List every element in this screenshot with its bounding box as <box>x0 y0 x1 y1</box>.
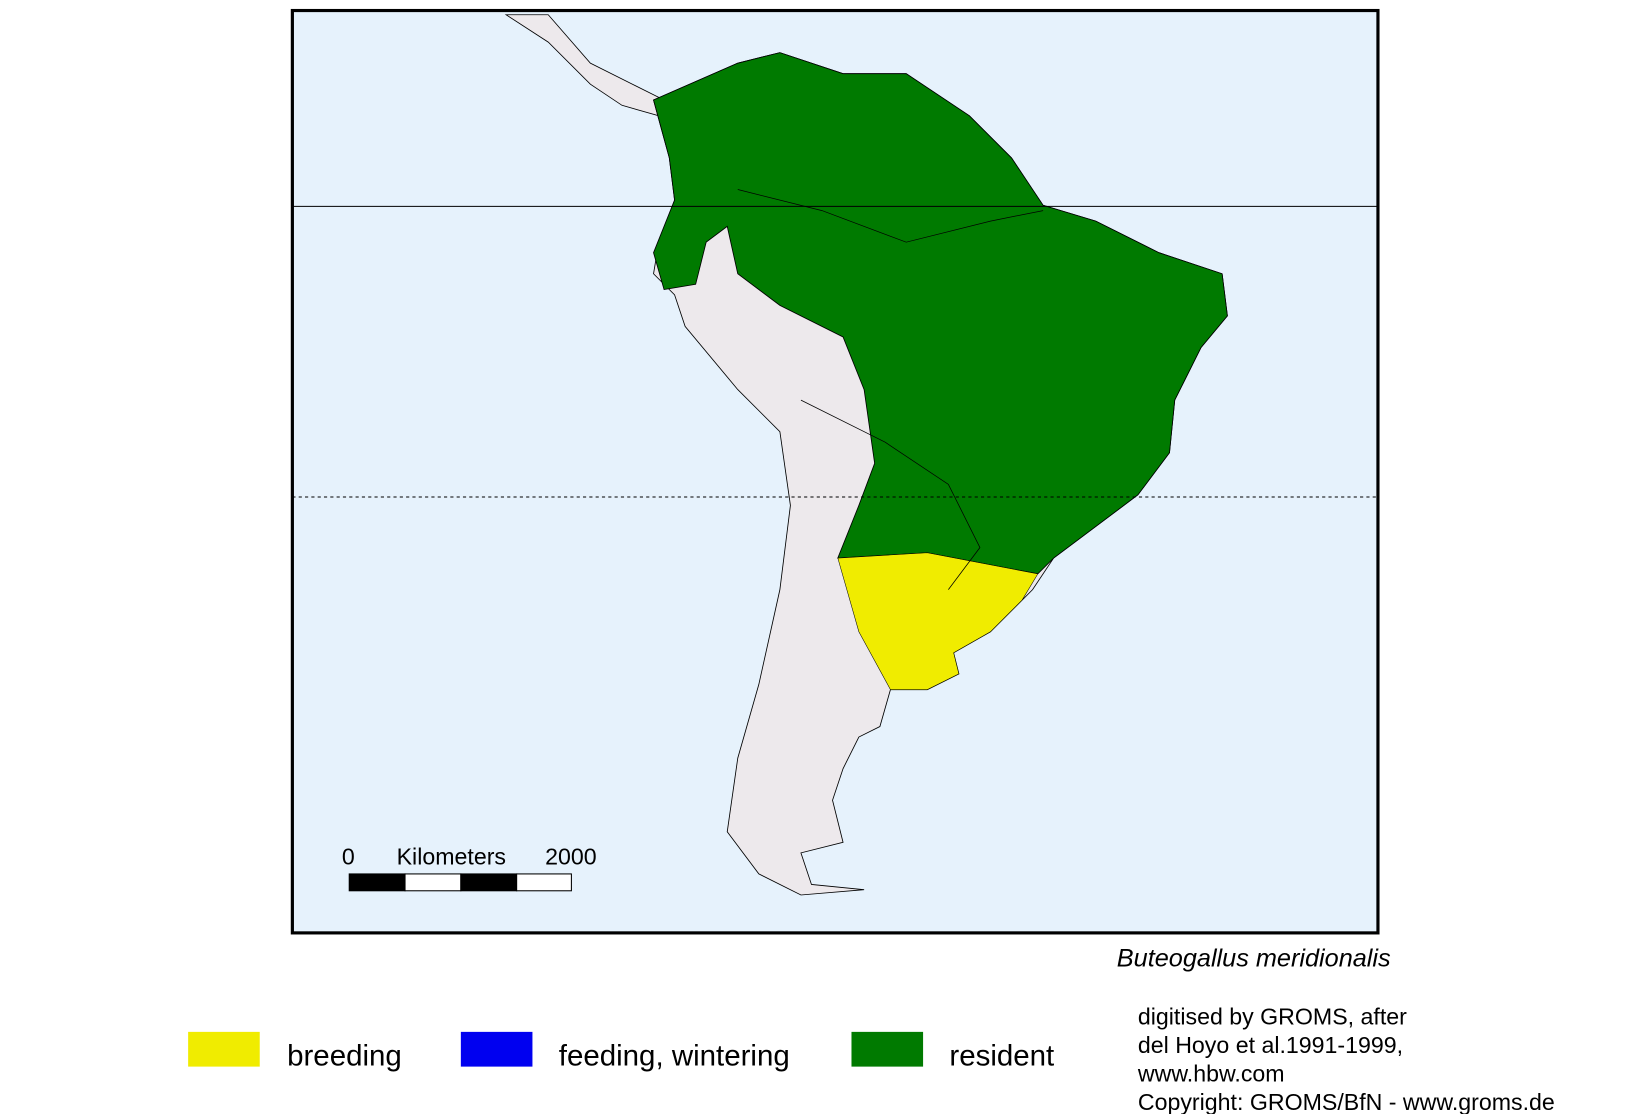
credit-line: digitised by GROMS, after <box>1138 1004 1407 1030</box>
rivers <box>737 189 1044 243</box>
legend-label: breeding <box>287 1040 402 1073</box>
resident-range <box>653 52 1228 575</box>
legend: breeding feeding, wintering resident <box>188 1031 1054 1073</box>
credit-line: Copyright: GROMS/BfN - www.groms.de <box>1138 1089 1555 1114</box>
map-frame <box>290 8 1380 935</box>
scale-end: 2000 <box>545 843 597 869</box>
credit-line: del Hoyo et al.1991-1999, <box>1138 1032 1403 1058</box>
scale-bar: 0 Kilometers 2000 <box>342 843 597 892</box>
scale-segment <box>348 873 406 892</box>
scale-unit: Kilometers <box>397 843 506 869</box>
legend-swatch <box>851 1031 924 1067</box>
legend-swatch <box>460 1031 533 1067</box>
scale-start: 0 <box>342 843 355 869</box>
credit-line: www.hbw.com <box>1137 1060 1285 1086</box>
species-name: Buteogallus meridionalis <box>1117 945 1391 973</box>
borders <box>800 399 981 590</box>
legend-swatch <box>188 1031 260 1067</box>
scale-segment <box>460 873 518 892</box>
legend-label: feeding, wintering <box>559 1040 790 1073</box>
breeding-range <box>837 552 1039 690</box>
scale-segment <box>404 873 462 892</box>
legend-label: resident <box>949 1040 1054 1073</box>
scale-segment <box>516 873 572 892</box>
